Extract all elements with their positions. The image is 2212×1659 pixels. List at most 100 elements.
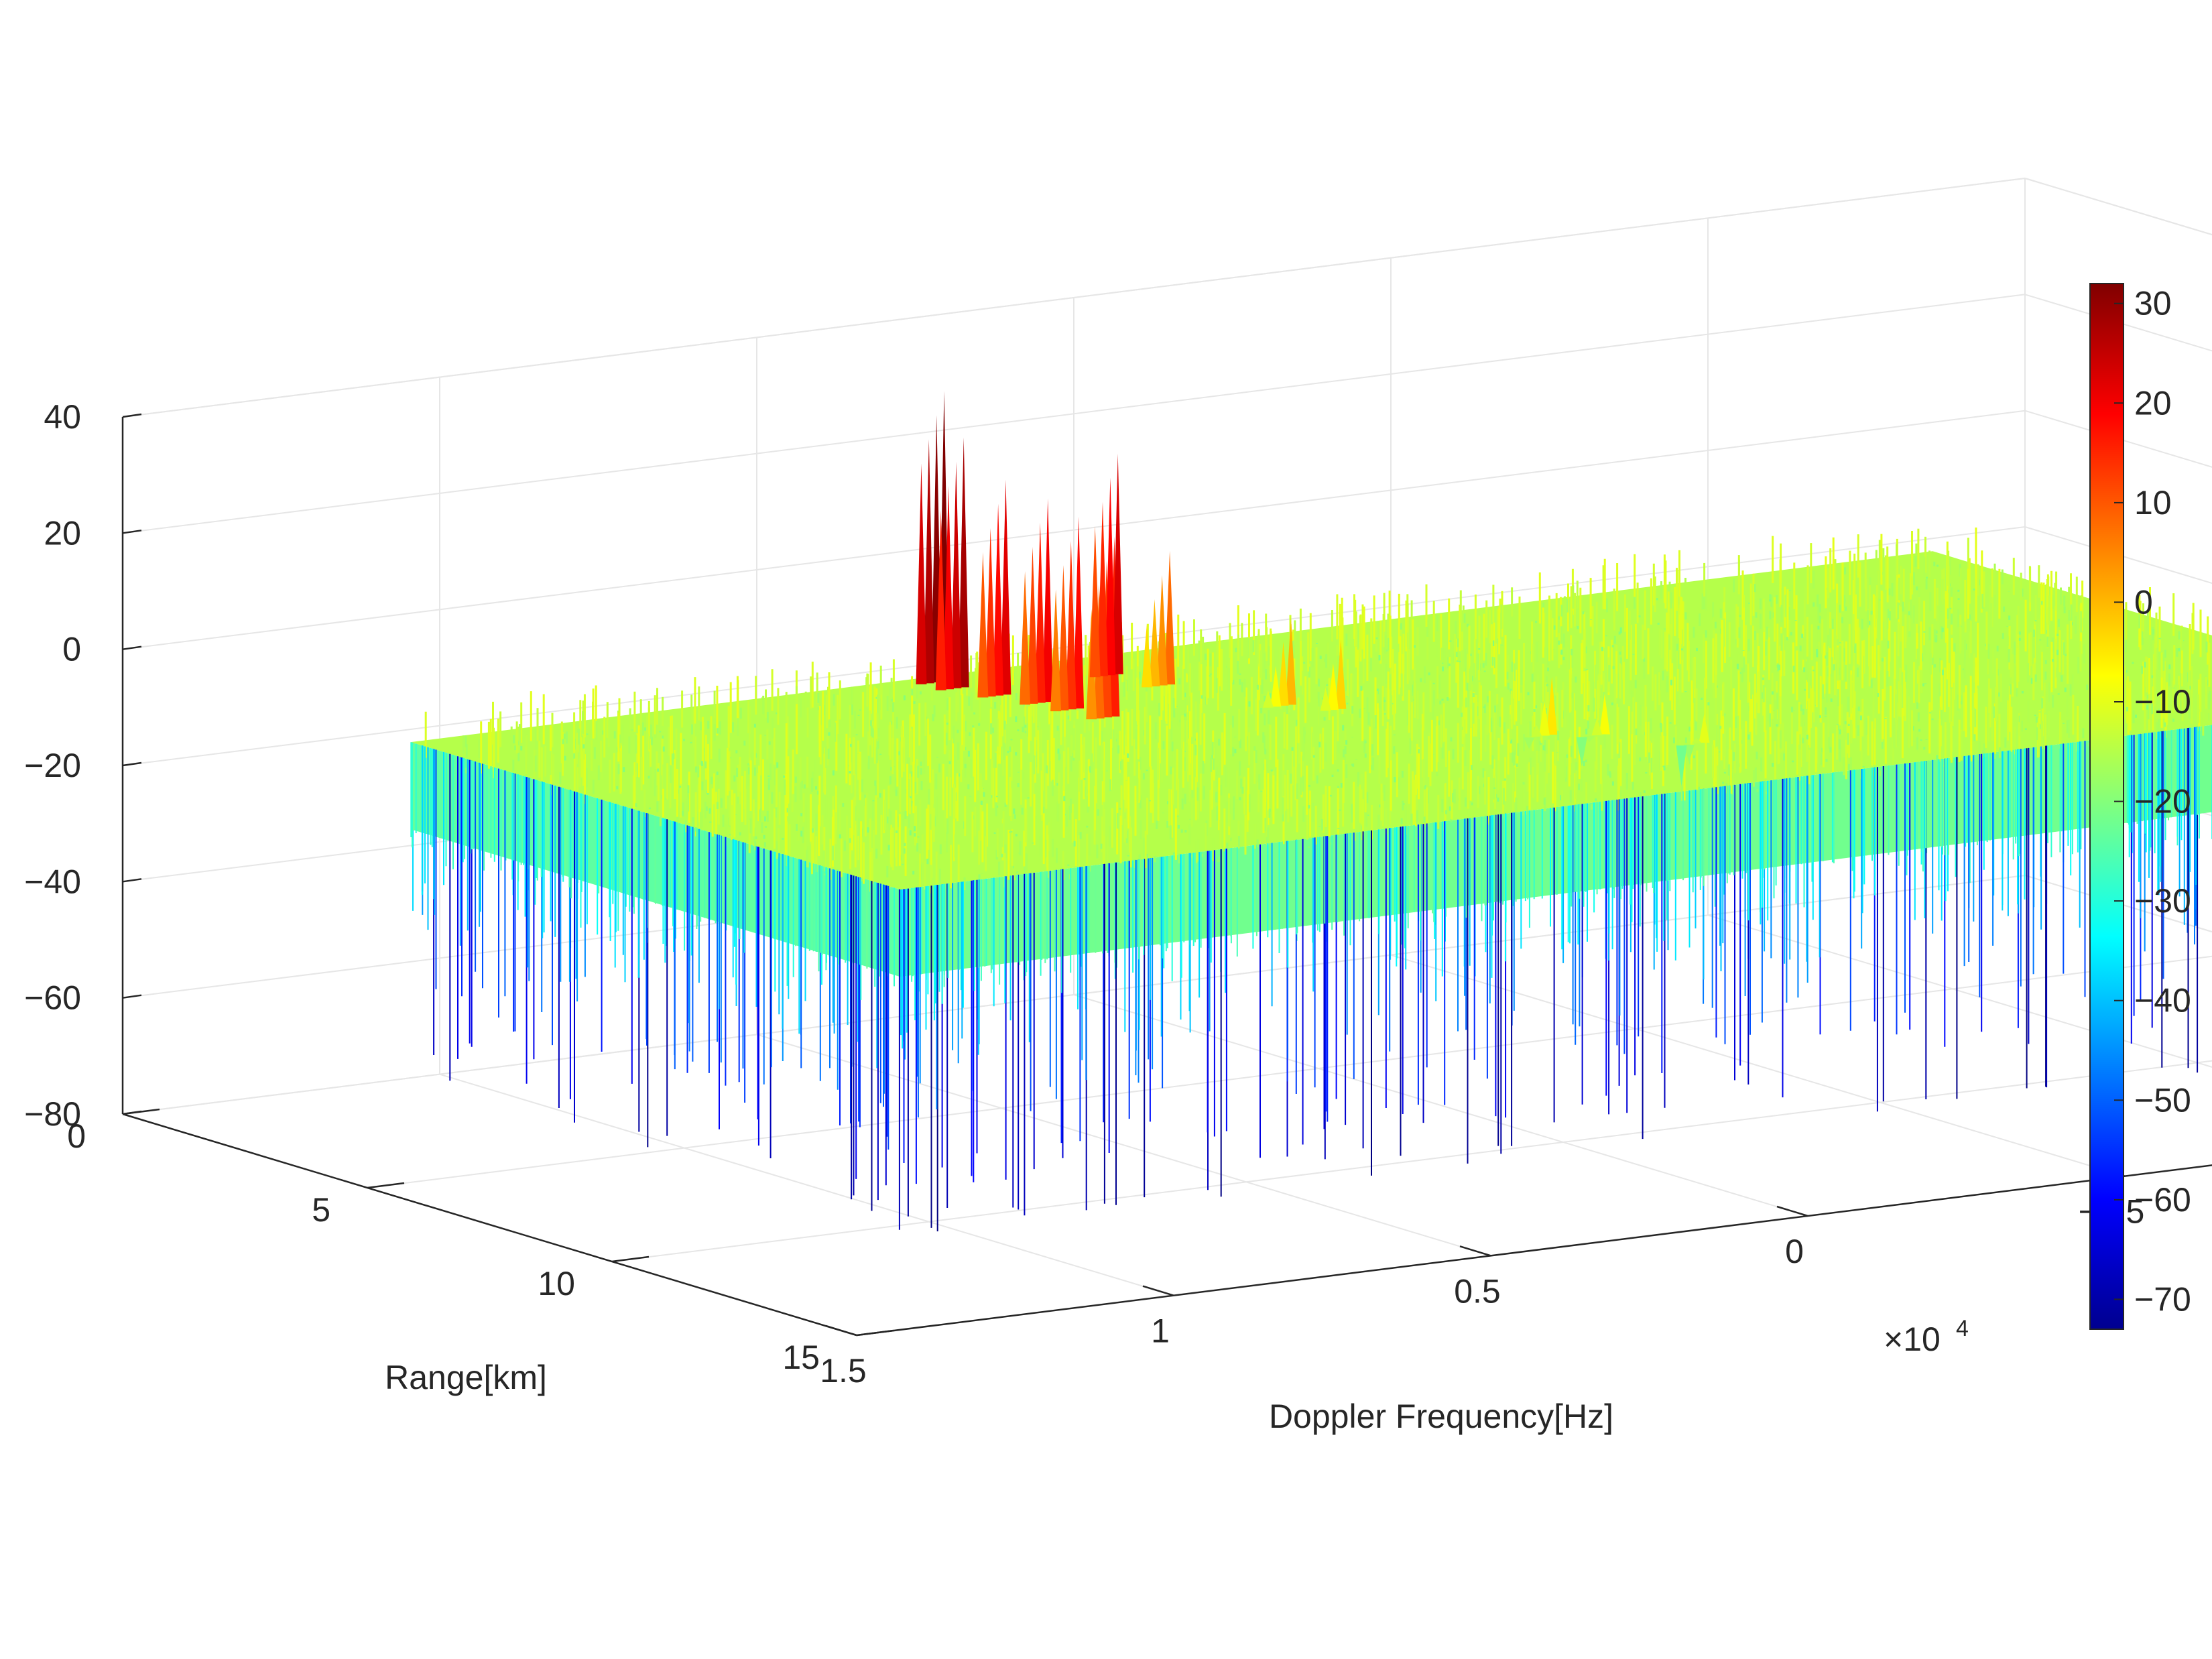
y-tick xyxy=(122,1108,160,1115)
y-axis-line xyxy=(122,1113,857,1337)
x-axis-line xyxy=(856,1164,2212,1337)
z-tick xyxy=(122,994,142,999)
x-tick xyxy=(1776,1205,1808,1217)
grid-line xyxy=(367,955,2212,1188)
peak-spike xyxy=(1073,516,1085,709)
z-tick-label: −40 xyxy=(24,863,81,900)
z-tick-label: 0 xyxy=(62,631,81,668)
peak-spike xyxy=(1676,745,1687,786)
peak-spike xyxy=(977,552,989,698)
colorbar-tick-label: −20 xyxy=(2134,783,2191,820)
x-tick xyxy=(1142,1285,1174,1296)
grid-line xyxy=(2024,526,2212,585)
z-tick xyxy=(122,646,142,650)
grid-line xyxy=(2024,410,2212,468)
y-axis-label: Range[km] xyxy=(385,1359,547,1396)
x-axis-label: Doppler Frequency[Hz] xyxy=(1269,1398,1613,1435)
y-tick-label: 0 xyxy=(67,1117,86,1155)
peak-spike xyxy=(1285,617,1296,705)
peak-spike xyxy=(1105,477,1116,676)
box-edge xyxy=(2024,178,2212,236)
peak-spike xyxy=(1149,599,1160,686)
peak-spike xyxy=(1034,522,1046,703)
z-tick xyxy=(122,413,142,418)
y-tick xyxy=(367,1182,405,1189)
grid-line xyxy=(1073,994,1808,1217)
colorbar: 30 20 10 0 −10 −20 −30 −40 −50 −60 −70 xyxy=(2089,283,2191,1330)
x-tick-label: 1.5 xyxy=(820,1352,867,1390)
colorbar-tick-label: 0 xyxy=(2134,583,2153,621)
grid-line xyxy=(2024,294,2212,352)
z-tick-label: 20 xyxy=(44,514,81,552)
colorbar-tick-label: −10 xyxy=(2134,683,2191,721)
peak-spike xyxy=(1112,453,1123,674)
colorbar-bar xyxy=(2089,283,2124,1330)
grid-line xyxy=(122,410,2026,650)
peak-spike xyxy=(1270,666,1282,707)
colorbar-tick-label: −50 xyxy=(2134,1081,2191,1119)
z-tick xyxy=(122,530,142,534)
peak-spike xyxy=(1065,541,1077,710)
box-edge xyxy=(122,178,2026,418)
peak-spike xyxy=(1538,700,1550,736)
peak-spike xyxy=(1335,639,1347,709)
x-tick-label: 0 xyxy=(1785,1233,1804,1270)
x-tick xyxy=(825,1325,857,1337)
z-tick xyxy=(122,878,142,883)
colorbar-tick-label: 20 xyxy=(2134,384,2172,422)
x-tick xyxy=(1459,1245,1491,1257)
peak-spike xyxy=(935,510,946,690)
peak-spike xyxy=(1156,574,1168,686)
surface-layer xyxy=(410,528,2212,1231)
peak-spike xyxy=(1691,737,1703,744)
peak-spike xyxy=(1262,690,1274,708)
peak-spike xyxy=(1089,526,1101,678)
peak-spike xyxy=(1327,663,1339,711)
colorbar-tick-label: −60 xyxy=(2134,1181,2191,1219)
y-tick xyxy=(856,1329,894,1337)
z-tick-label: −60 xyxy=(24,979,81,1017)
peak-spike xyxy=(1050,589,1062,712)
z-tick xyxy=(122,761,142,767)
peak-spike xyxy=(1097,501,1108,676)
peak-spike xyxy=(985,528,996,697)
grid-line xyxy=(122,294,2026,534)
grid-line xyxy=(756,1034,1491,1257)
peak-spike xyxy=(1576,737,1587,767)
colorbar-tick-label: 10 xyxy=(2134,484,2172,521)
peak-spike xyxy=(950,461,962,688)
peak-spike xyxy=(1320,687,1331,711)
peak-spike xyxy=(993,503,1004,696)
peak-spike xyxy=(1164,550,1176,685)
colorbar-tick-label: −70 xyxy=(2134,1280,2191,1318)
peak-spike xyxy=(1278,641,1289,706)
z-tick-label: −20 xyxy=(24,747,81,784)
peak-spike xyxy=(1524,737,1535,749)
x-tick-label: 0.5 xyxy=(1454,1272,1501,1310)
peak-spike xyxy=(916,463,927,684)
x-exponent-power: 4 xyxy=(1956,1316,1969,1341)
grid-line xyxy=(439,1073,1174,1296)
grid-line xyxy=(122,875,2026,1115)
peak-spike xyxy=(1546,676,1558,735)
peak-spike xyxy=(1591,717,1603,735)
peak-spike xyxy=(943,485,954,690)
peak-spike xyxy=(1142,623,1152,688)
z-tick-label: −80 xyxy=(24,1095,81,1133)
peak-spike xyxy=(1000,479,1011,695)
surface-top xyxy=(410,551,2212,890)
grid-line xyxy=(2024,875,2212,933)
peak-spike xyxy=(1020,571,1031,705)
x-exponent: ×10 4 xyxy=(1884,1316,1969,1358)
grid-line xyxy=(1390,954,2126,1177)
colorbar-ticks: 30 20 10 0 −10 −20 −30 −40 −50 −60 −70 xyxy=(2114,285,2191,1318)
grid-line xyxy=(856,1164,2212,1336)
peak-layer xyxy=(916,391,1710,786)
peak-spike xyxy=(958,437,969,688)
peak-spike xyxy=(1599,693,1610,735)
peak-spike xyxy=(1699,713,1710,743)
y-tick-label: 5 xyxy=(312,1191,330,1229)
grid-line xyxy=(1707,914,2212,1068)
z-tick-label: 40 xyxy=(44,398,81,436)
